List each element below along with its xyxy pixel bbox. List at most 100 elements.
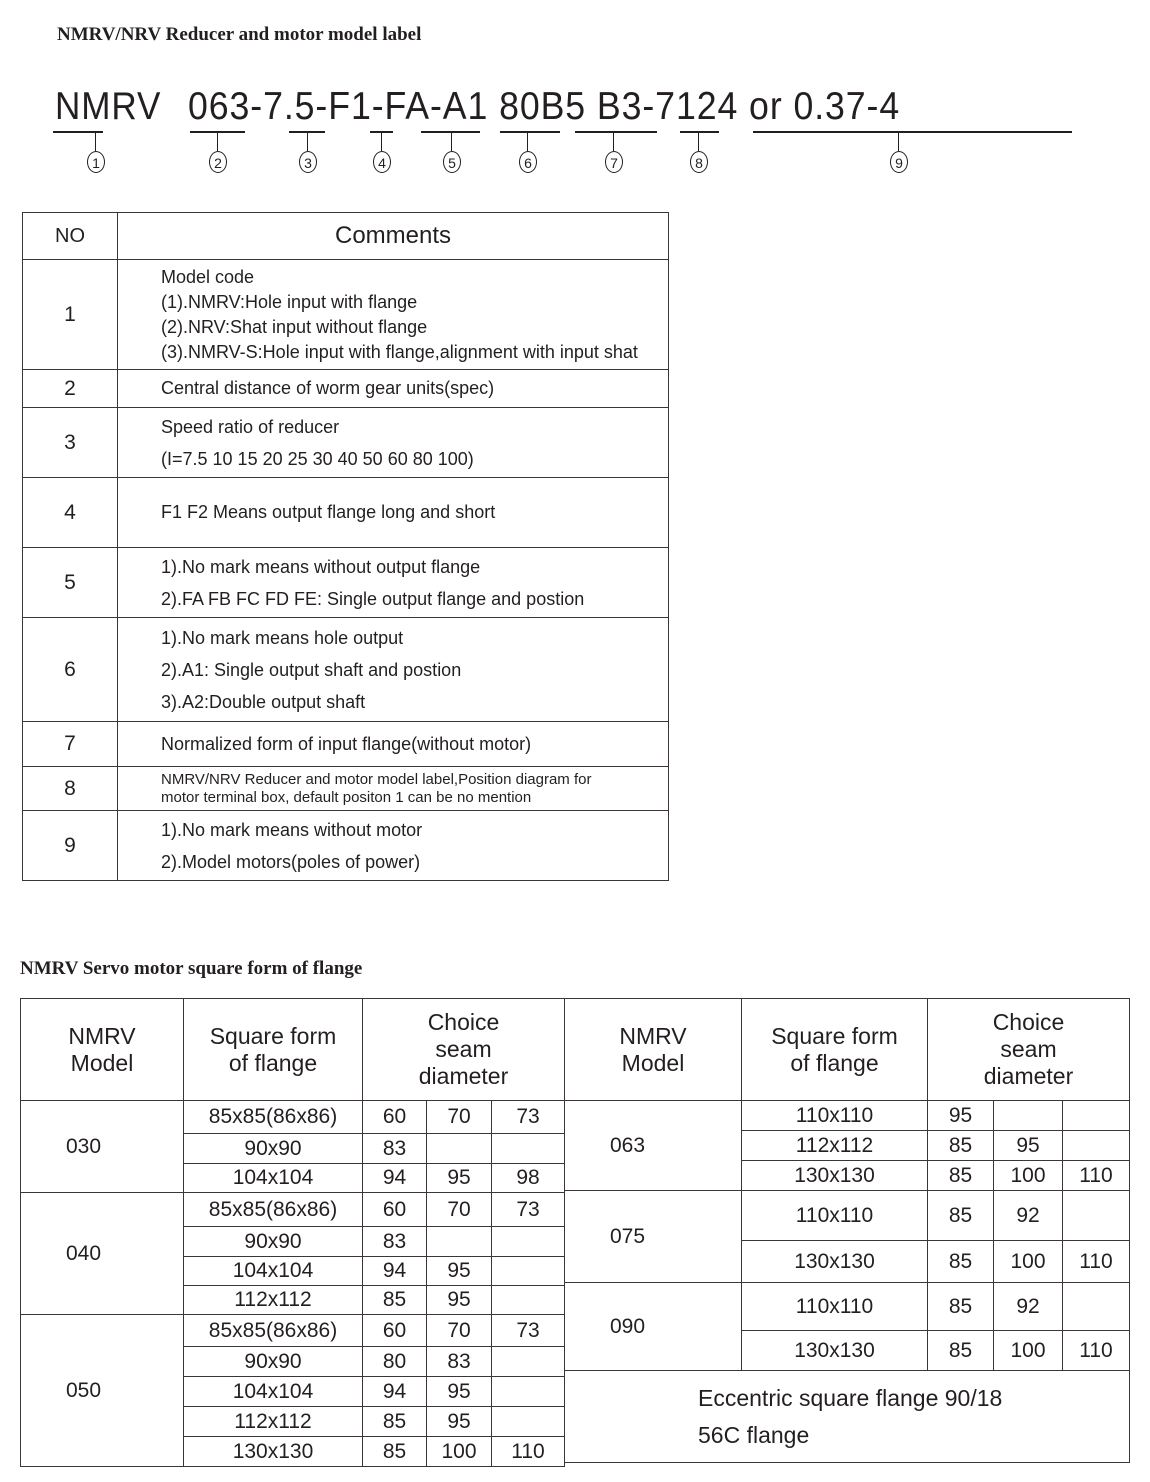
table-row: 130x130 85 100 110: [565, 1240, 1130, 1283]
row-comment: 1).No mark means without output flange 2)…: [117, 547, 669, 618]
comment-line: motor terminal box, default positon 1 ca…: [161, 788, 532, 806]
row-number: 6: [22, 617, 118, 722]
seam-diameter-cell: 110: [491, 1436, 565, 1467]
seam-diameter-cell: 110: [1062, 1240, 1130, 1283]
header-model: NMRV Model: [564, 998, 742, 1101]
seam-diameter-cell: [993, 1100, 1063, 1131]
page-title: NMRV/NRV Reducer and motor model label: [57, 24, 422, 45]
flange-size-cell: 112x112: [183, 1406, 363, 1437]
comment-line: NMRV/NRV Reducer and motor model label,P…: [161, 770, 592, 788]
seam-diameter-cell: 92: [993, 1190, 1063, 1241]
seam-diameter-cell: 95: [426, 1163, 492, 1193]
model-cell: 075: [564, 1190, 742, 1283]
table-row: 9 1).No mark means without motor 2).Model …: [22, 810, 669, 881]
flange-size-cell: 104x104: [183, 1256, 363, 1286]
model-code: 063-7.5-F1-FA-A1 80B5 B3-7124 or 0.37-4: [188, 85, 901, 128]
header-seam: Choice seam diameter: [362, 998, 565, 1101]
row-comment: Normalized form of input flange(without …: [117, 721, 669, 767]
seam-diameter-cell: 85: [362, 1285, 427, 1315]
seam-diameter-cell: [491, 1226, 565, 1257]
comment-line: 2).Model motors(poles of power): [161, 851, 421, 872]
comments-table: NO Comments 1 Model code (1).NMRV:Hole inp…: [22, 212, 669, 881]
row-number: 7: [22, 721, 118, 767]
table-row: 6 1).No mark means hole output 2).A1: Sing…: [22, 617, 669, 722]
seam-diameter-cell: [491, 1256, 565, 1286]
table-row: 040 85x85(86x86) 60 70 73: [20, 1192, 565, 1315]
comment-line: 1).No mark means without motor: [161, 819, 423, 840]
row-comment: 1).No mark means hole output 2).A1: Singl…: [117, 617, 669, 722]
header-model: NMRV Model: [20, 998, 184, 1101]
seam-diameter-cell: 73: [491, 1100, 565, 1134]
footer-note: Eccentric square flange 90/18: [698, 1384, 1003, 1411]
row-number: 5: [22, 547, 118, 618]
seam-diameter-cell: 83: [362, 1226, 427, 1257]
table-row: 130x130 85 100 110: [21, 1436, 565, 1467]
footer-note: 56C flange: [698, 1421, 810, 1448]
seam-diameter-cell: [1062, 1100, 1130, 1131]
comment-line: (3).NMRV-S:Hole input with flange,alignm…: [161, 341, 638, 362]
seam-diameter-cell: 85: [362, 1436, 427, 1467]
flange-size-cell: 90x90: [183, 1226, 363, 1257]
flange-size-cell: 112x112: [741, 1130, 928, 1161]
seam-diameter-cell: 95: [993, 1130, 1063, 1161]
underline: [421, 131, 480, 133]
model-cell: 050: [20, 1314, 184, 1467]
flange-size-cell: 85x85(86x86): [183, 1192, 363, 1227]
header-comments: Comments: [117, 212, 669, 260]
table-row: 2 Central distance of worm gear units(spe…: [22, 369, 669, 408]
leader-line: [451, 131, 453, 151]
seam-diameter-cell: 95: [927, 1100, 994, 1131]
seam-diameter-cell: 85: [927, 1190, 994, 1241]
underline: [575, 131, 657, 133]
model-prefix: NMRV: [55, 85, 162, 128]
seam-diameter-cell: 94: [362, 1163, 427, 1193]
seam-diameter-cell: [491, 1133, 565, 1164]
comment-line: 3).A2:Double output shaft: [161, 691, 366, 712]
seam-diameter-cell: 95: [426, 1376, 492, 1407]
comment-line: (1).NMRV:Hole input with flange: [161, 291, 418, 312]
circled-number: 1: [87, 151, 105, 173]
seam-diameter-cell: 94: [362, 1256, 427, 1286]
flange-table-left: NMRV Model Square form of flange Choice …: [20, 998, 565, 1467]
flange-size-cell: 90x90: [183, 1346, 363, 1377]
seam-diameter-cell: 100: [993, 1240, 1063, 1283]
comment-line: Model code: [161, 266, 255, 287]
seam-diameter-cell: [426, 1133, 492, 1164]
seam-diameter-cell: 100: [426, 1436, 492, 1467]
seam-diameter-cell: 73: [491, 1192, 565, 1227]
underline: [500, 131, 560, 133]
table-row: 4 F1 F2 Means output flange long and shor…: [22, 477, 669, 548]
row-number: 2: [22, 369, 118, 408]
circled-number: 4: [373, 151, 391, 173]
table-row: 075 110x110 85 92: [564, 1190, 1130, 1283]
circled-number: 8: [690, 151, 708, 173]
seam-diameter-cell: 83: [362, 1133, 427, 1164]
footer-row: Eccentric square flange 90/18 56C flange: [564, 1370, 1130, 1463]
flange-size-cell: 104x104: [183, 1376, 363, 1407]
table-row: 063 110x110 95: [564, 1100, 1130, 1191]
table-row: 090 110x110 85 92: [564, 1282, 1130, 1371]
seam-diameter-cell: [491, 1406, 565, 1437]
comment-line: Central distance of worm gear units(spec…: [161, 378, 495, 398]
leader-line: [217, 131, 219, 151]
seam-diameter-cell: 110: [1062, 1160, 1130, 1191]
model-cell: 040: [20, 1192, 184, 1315]
circled-number: 3: [299, 151, 317, 173]
table-row: 3 Speed ratio of reducer (I=7.5 10 15 20 2…: [22, 407, 669, 478]
seam-diameter-cell: 73: [491, 1314, 565, 1347]
circled-number: 2: [209, 151, 227, 173]
table-row: 5 1).No mark means without output flange 2…: [22, 547, 669, 618]
comment-line: (I=7.5 10 15 20 25 30 40 50 60 80 100): [161, 448, 474, 469]
seam-diameter-cell: 95: [426, 1256, 492, 1286]
header-square: Square form of flange: [183, 998, 363, 1101]
leader-line: [698, 131, 700, 151]
row-number: 8: [22, 766, 118, 811]
footer-notes: Eccentric square flange 90/18 56C flange: [564, 1370, 1130, 1463]
seam-diameter-cell: 85: [362, 1406, 427, 1437]
comment-line: Speed ratio of reducer: [161, 416, 340, 437]
seam-diameter-cell: [491, 1376, 565, 1407]
flange-size-cell: 104x104: [183, 1163, 363, 1193]
underline: [53, 131, 103, 133]
seam-diameter-cell: 70: [426, 1192, 492, 1227]
model-cell: 090: [564, 1282, 742, 1371]
